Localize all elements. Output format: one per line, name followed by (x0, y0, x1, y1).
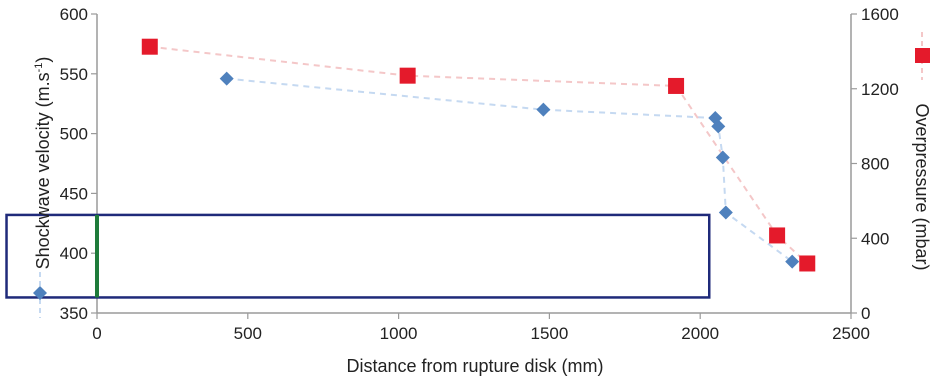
y-axis-left-title-superscript: -1 (33, 63, 45, 73)
y-right-tick-label: 1200 (861, 80, 899, 99)
highlight-box (5, 213, 711, 299)
x-tick-label: 1500 (530, 324, 568, 343)
diamond-series-line (226, 77, 793, 263)
square-point (799, 255, 816, 272)
square-point (399, 67, 416, 84)
diamond-point (715, 150, 730, 165)
y-left-tick-label: 600 (60, 5, 88, 24)
y-left-tick-label: 550 (60, 65, 88, 84)
square-point (769, 227, 786, 244)
y-right-tick-label: 1600 (861, 5, 899, 24)
x-tick-label: 2000 (681, 324, 719, 343)
square-point (141, 38, 158, 55)
axes: 0 500 1000 1500 2000 2500 350 400 450 500 550 600 0 4… (60, 5, 899, 343)
y-axis-left-title-tail: ) (33, 57, 53, 63)
y-axis-right-title: Overpressure (mbar) (912, 103, 932, 270)
x-tick-label: 0 (92, 324, 101, 343)
legend-diamond-marker (33, 286, 47, 300)
diamond-point (536, 102, 551, 117)
y-left-tick-label: 350 (60, 304, 88, 323)
x-tick-label: 2500 (832, 324, 870, 343)
y-left-tick-label: 400 (60, 244, 88, 263)
legend-left (33, 272, 47, 318)
legend (915, 32, 930, 80)
x-tick-label: 500 (234, 324, 262, 343)
x-tick-label: 1000 (380, 324, 418, 343)
square-point (668, 77, 685, 94)
diamond-point (711, 119, 726, 134)
y-right-tick-label: 400 (861, 229, 889, 248)
y-axis-left-title: Shockwave velocity (m.s-1) (33, 57, 53, 270)
y-left-tick-label: 500 (60, 125, 88, 144)
series-markers (141, 38, 816, 272)
y-axis-left-title-main: Shockwave velocity (m.s (33, 72, 53, 269)
legend-square-marker (915, 48, 930, 63)
diamond-point (219, 71, 234, 86)
y-right-tick-label: 800 (861, 155, 889, 174)
annotations (5, 213, 711, 299)
diamond-point (718, 205, 733, 220)
x-axis-title: Distance from rupture disk (mm) (346, 356, 603, 376)
y-right-tick-label: 0 (861, 304, 870, 323)
y-left-tick-label: 450 (60, 184, 88, 203)
diamond-point (785, 254, 800, 269)
